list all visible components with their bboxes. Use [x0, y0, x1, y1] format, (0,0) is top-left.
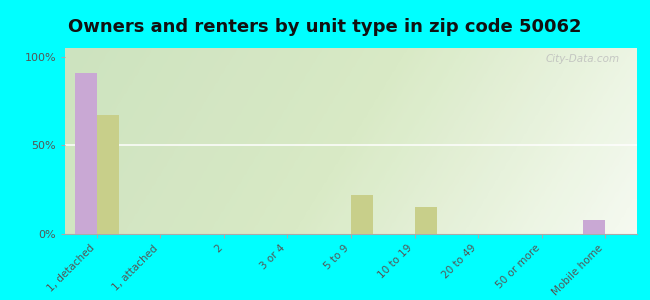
Bar — [75, 73, 97, 234]
Bar — [97, 115, 119, 234]
Bar — [583, 220, 605, 234]
Text: Owners and renters by unit type in zip code 50062: Owners and renters by unit type in zip c… — [68, 18, 582, 36]
Bar — [351, 195, 373, 234]
Bar — [415, 207, 437, 234]
Text: City-Data.com: City-Data.com — [546, 54, 620, 64]
